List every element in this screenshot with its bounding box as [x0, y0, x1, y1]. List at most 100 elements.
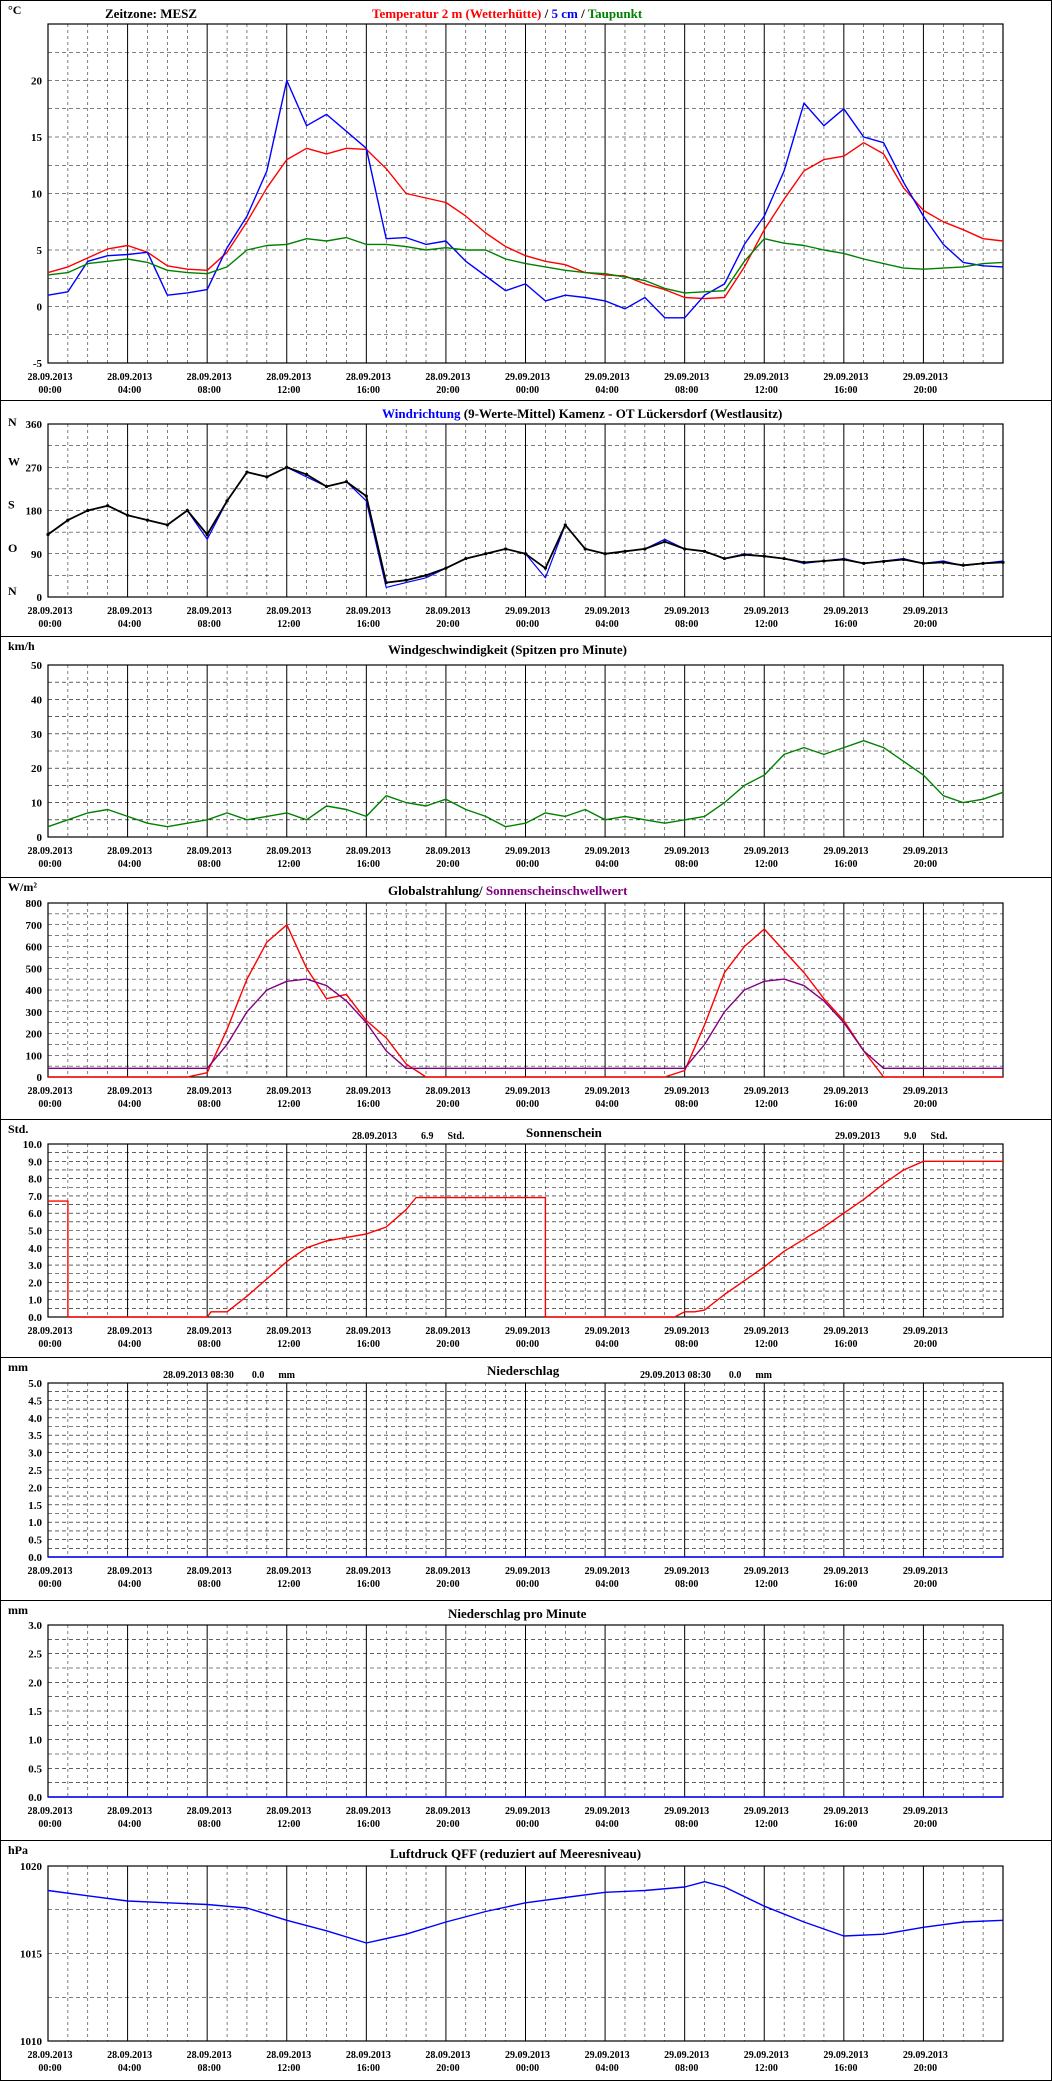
data-point	[265, 475, 269, 479]
x-tick-date: 28.09.2013	[346, 1326, 391, 1337]
data-point	[782, 556, 786, 561]
x-tick-time: 20:00	[914, 619, 937, 630]
plot-border	[47, 1865, 1004, 2042]
data-point	[504, 547, 508, 551]
x-tick-time: 00:00	[516, 1819, 539, 1830]
x-tick-date: 29.09.2013	[903, 606, 948, 617]
x-tick-date: 29.09.2013	[903, 846, 948, 857]
y-tick-label: 0.5	[28, 1763, 42, 1775]
y-tick-label: 800	[26, 898, 43, 910]
chart-title: Luftdruck QFF (reduziert auf Meeresnivea…	[390, 1846, 641, 1861]
x-tick-time: 08:00	[197, 619, 220, 630]
data-point	[245, 470, 249, 474]
title-part: Niederschlag	[487, 1363, 560, 1378]
series-line-radiation-1	[48, 978, 1003, 1070]
y-tick-label: 180	[26, 506, 43, 518]
y-tick-label: 8.0	[28, 1174, 42, 1186]
x-tick-date: 28.09.2013	[187, 372, 232, 383]
title-part: Sonnenschein	[526, 1125, 603, 1140]
summary-label: 28.09.2013 08:30 0.0 mm	[163, 1370, 296, 1381]
x-tick-time: 20:00	[914, 1339, 937, 1350]
data-point	[762, 554, 766, 558]
x-tick-time: 20:00	[914, 1579, 937, 1590]
title-part: Sonnenscheinschwellwert	[486, 883, 628, 898]
x-tick-date: 28.09.2013	[107, 1806, 152, 1817]
data-point	[663, 540, 667, 544]
data-point	[125, 513, 130, 517]
x-tick-date: 29.09.2013	[823, 2050, 868, 2061]
x-tick-time: 16:00	[357, 1579, 380, 1590]
x-tick-time: 04:00	[118, 619, 141, 630]
x-tick-time: 16:00	[834, 859, 857, 870]
x-tick-date: 29.09.2013	[505, 1326, 550, 1337]
y-tick-label: 4.0	[28, 1413, 42, 1425]
x-tick-time: 08:00	[675, 2063, 698, 2074]
y-tick-label: 1.0	[28, 1295, 42, 1307]
x-tick-date: 29.09.2013	[585, 606, 630, 617]
x-tick-date: 29.09.2013	[903, 1566, 948, 1577]
x-tick-time: 20:00	[914, 1819, 937, 1830]
x-tick-date: 28.09.2013	[187, 1326, 232, 1337]
x-tick-time: 04:00	[118, 1099, 141, 1110]
y-tick-label: 3.0	[28, 1260, 42, 1272]
x-tick-date: 28.09.2013	[28, 1566, 73, 1577]
y-tick-label: 1.0	[28, 1517, 42, 1529]
chart-radiation: 0 100 200 300 400 500 600 700 800 W/m² Globalstrah…	[0, 877, 1052, 1110]
x-tick-time: 16:00	[357, 619, 380, 630]
x-tick-date: 29.09.2013	[744, 1086, 789, 1097]
series-line-pressure-0	[47, 1880, 1004, 1944]
x-tick-date: 29.09.2013	[823, 1326, 868, 1337]
summary-unit: mm	[278, 1370, 295, 1381]
x-tick-time: 08:00	[197, 1579, 220, 1590]
x-tick-time: 08:00	[197, 1339, 220, 1350]
data-point	[882, 559, 886, 564]
series-line-sunshine-0	[48, 1160, 1003, 1318]
data-point	[484, 552, 488, 556]
x-tick-date: 28.09.2013	[107, 2050, 152, 2061]
y-tick-label: 40	[31, 694, 43, 706]
data-point	[643, 547, 647, 551]
x-tick-date: 28.09.2013	[346, 1806, 391, 1817]
x-tick-time: 04:00	[595, 1819, 618, 1830]
x-tick-date: 28.09.2013	[28, 2050, 73, 2061]
y-tick-label: 600	[26, 942, 43, 954]
data-point	[324, 484, 329, 489]
x-tick-time: 20:00	[914, 859, 937, 870]
x-tick-date: 28.09.2013	[28, 1326, 73, 1337]
y-tick-label: 7.0	[28, 1191, 42, 1203]
data-point	[165, 523, 169, 527]
compass-label: N	[8, 415, 17, 429]
x-tick-date: 28.09.2013	[28, 1086, 73, 1097]
x-tick-time: 08:00	[675, 1819, 698, 1830]
x-tick-time: 20:00	[436, 2063, 459, 2074]
chart-title: Windgeschwindigkeit (Spitzen pro Minute)	[388, 642, 627, 657]
chart-temperature: -5 0 5 10 15 20 °C Zeitzone: MESZ Temperatur 2 m…	[8, 3, 1004, 396]
series-line-wind-speed-0	[47, 740, 1004, 828]
title-part: Globalstrahlung	[388, 883, 480, 898]
x-tick-time: 04:00	[118, 1819, 141, 1830]
chart-title: Temperatur 2 m (Wetterhütte) / 5 cm / Ta…	[372, 6, 643, 21]
x-tick-date: 29.09.2013	[505, 2050, 550, 2061]
x-tick-time: 16:00	[357, 1099, 380, 1110]
x-tick-time: 00:00	[38, 1339, 61, 1350]
x-tick-time: 16:00	[834, 2063, 857, 2074]
data-point	[822, 559, 826, 563]
x-tick-time: 12:00	[277, 1339, 300, 1350]
x-tick-date: 29.09.2013	[664, 1326, 709, 1337]
y-tick-label: 0	[37, 302, 43, 314]
x-tick-date: 29.09.2013	[744, 1326, 789, 1337]
x-tick-time: 20:00	[914, 1099, 937, 1110]
x-tick-time: 08:00	[197, 859, 220, 870]
data-point	[86, 508, 90, 513]
data-point	[981, 561, 985, 565]
x-tick-time: 12:00	[755, 2063, 778, 2074]
summary-value: 9.0	[904, 1131, 917, 1142]
x-tick-time: 20:00	[436, 1819, 459, 1830]
compass-label: S	[8, 498, 15, 512]
title-part: Windgeschwindigkeit (Spitzen pro Minute)	[388, 642, 627, 657]
x-tick-date: 28.09.2013	[28, 1806, 73, 1817]
x-tick-date: 29.09.2013	[823, 372, 868, 383]
x-tick-time: 04:00	[595, 1339, 618, 1350]
x-tick-date: 29.09.2013	[903, 1086, 948, 1097]
x-tick-date: 28.09.2013	[266, 606, 311, 617]
